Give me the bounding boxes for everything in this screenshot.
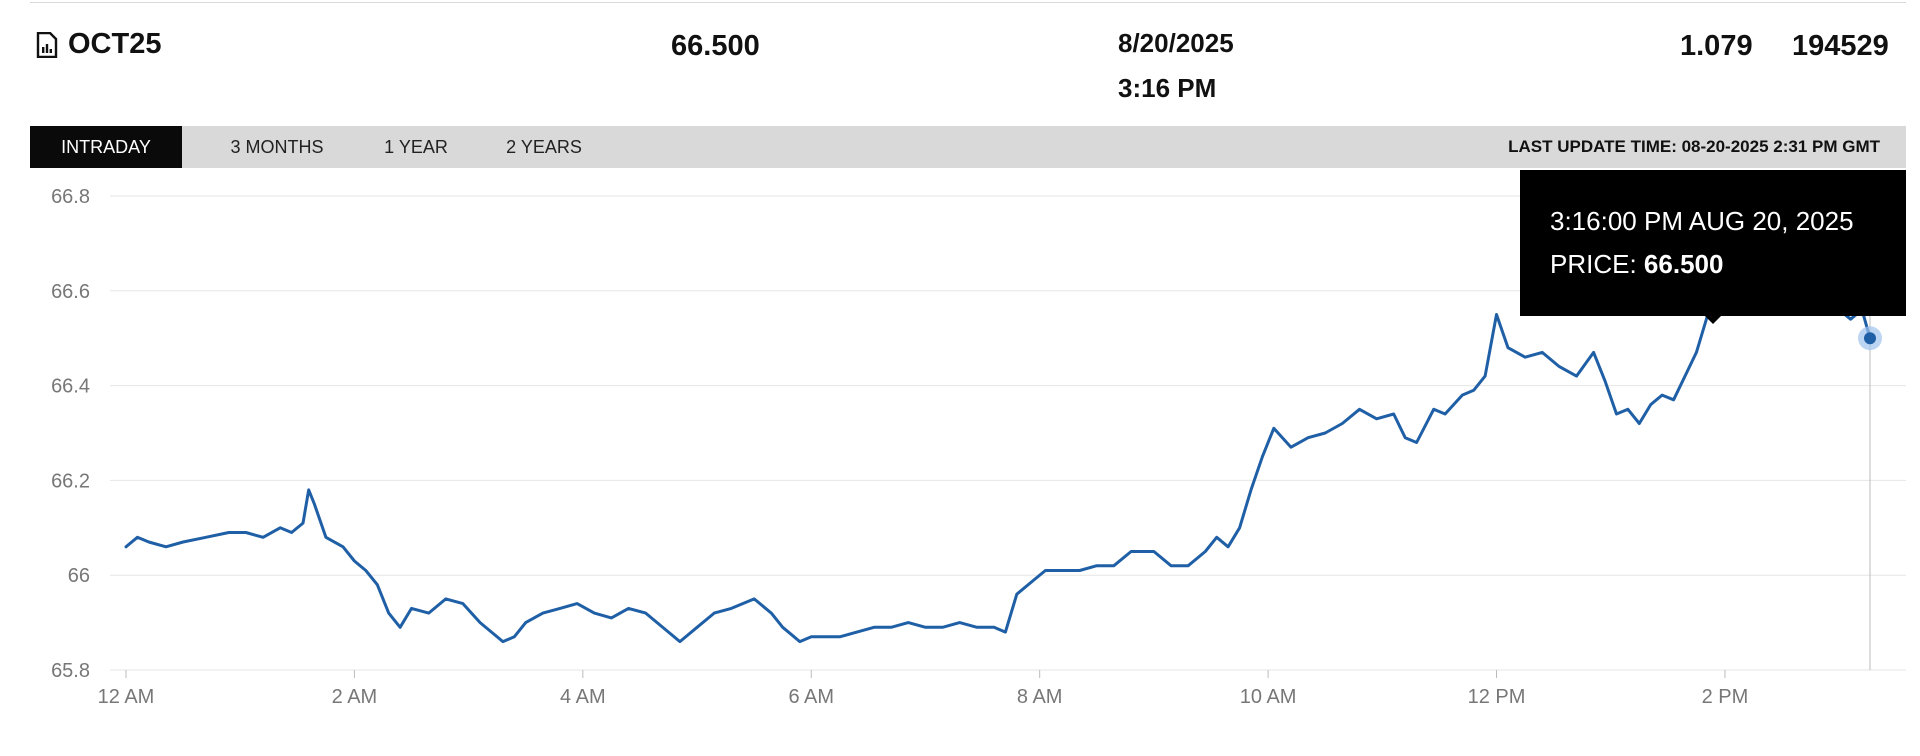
x-tick-label: 6 AM [788,686,834,708]
tooltip-time: 3:16:00 PM AUG 20, 2025 [1550,206,1854,236]
y-tick-label: 65.8 [51,660,90,682]
x-tick-label: 2 PM [1702,686,1749,708]
tooltip-price-value: 66.500 [1643,249,1724,279]
tooltip-price: PRICE: 66.500 [1550,249,1906,280]
y-tick-label: 66.8 [51,186,90,208]
x-axis-labels: 12 AM 2 AM 4 AM 6 AM 8 AM 10 AM 12 PM 2 PM [98,670,1749,708]
x-tick-label: 12 PM [1468,686,1526,708]
x-tick-label: 8 AM [1017,686,1063,708]
x-tick-label: 12 AM [98,686,155,708]
price-tooltip: 3:16:00 PM AUG 20, 2025 PRICE: 66.500 [1520,170,1906,316]
tooltip-price-label: PRICE: [1550,249,1637,279]
hover-marker[interactable] [1864,332,1876,345]
y-tick-label: 66.2 [51,470,90,492]
x-tick-label: 2 AM [332,686,378,708]
last-update-time: LAST UPDATE TIME: 08-20-2025 2:31 PM GMT [1508,137,1880,156]
y-axis-labels: 65.8 66 66.2 66.4 66.6 66.8 [51,186,90,682]
volume: 194529 [1792,30,1889,62]
quote-time: 3:16 PM [1118,73,1217,103]
price-change: 1.079 [1680,30,1753,62]
quote-date: 8/20/2025 [1118,28,1234,58]
tab-intraday[interactable]: INTRADAY [30,126,182,168]
y-tick-label: 66 [68,565,90,587]
x-tick-label: 4 AM [560,686,606,708]
y-tick-label: 66.4 [51,376,90,398]
top-divider [30,2,1906,3]
symbol-name: OCT25 [68,28,162,60]
x-tick-label: 10 AM [1240,686,1297,708]
range-tab-bar: INTRADAY 3 MONTHS 1 YEAR 2 YEARS LAST UP… [30,126,1906,168]
y-tick-label: 66.6 [51,281,90,303]
tab-3-months[interactable]: 3 MONTHS [230,137,324,157]
tab-1-year[interactable]: 1 YEAR [384,137,448,157]
tab-2-years[interactable]: 2 YEARS [506,137,582,157]
chart-document-icon [36,31,58,58]
symbol-group: OCT25 [36,28,161,61]
last-price: 66.500 [671,30,760,62]
price-series-line [124,241,1872,644]
quote-header: OCT25 66.500 8/20/2025 3:16 PM 1.079 194… [0,0,1920,110]
